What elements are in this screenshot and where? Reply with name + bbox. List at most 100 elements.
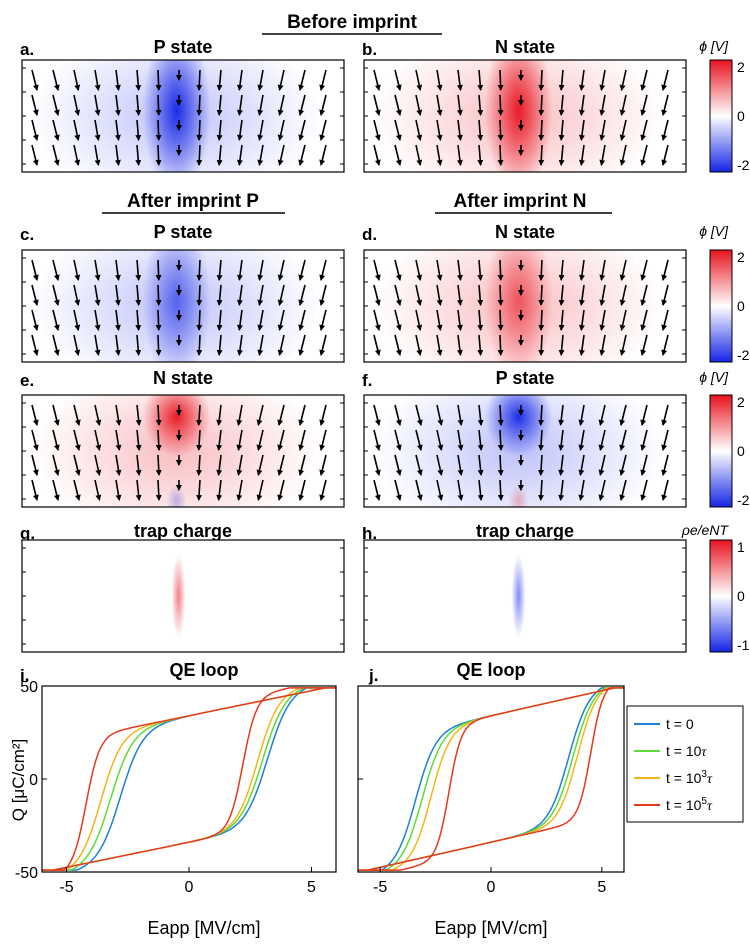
- polarization-arrow: [477, 429, 484, 451]
- polarization-arrow: [216, 119, 223, 141]
- polarization-arrow: [640, 144, 648, 166]
- polarization-arrow: [578, 94, 585, 116]
- polarization-arrow: [236, 334, 243, 356]
- polarization-arrow: [277, 284, 285, 306]
- polarization-arrow: [538, 284, 545, 306]
- qe-x-tick-label: 0: [185, 879, 194, 896]
- polarization-arrow: [135, 94, 142, 116]
- qe-y-tick-label: 50: [20, 679, 38, 696]
- polarization-arrow: [497, 94, 504, 116]
- polarization-arrow: [661, 429, 669, 451]
- polarization-arrow: [436, 69, 443, 91]
- section-before-imprint: Before imprint: [287, 12, 418, 33]
- polarization-arrow: [31, 404, 39, 426]
- polarization-arrow: [394, 429, 402, 451]
- polarization-arrow: [277, 69, 285, 91]
- polarization-arrow: [373, 429, 381, 451]
- qe-panel-letter-j: j.: [368, 666, 378, 685]
- polarization-arrow: [538, 429, 545, 451]
- polarization-arrow: [236, 94, 243, 116]
- legend-entry: t = 105τ: [634, 796, 713, 814]
- polarization-arrow: [114, 259, 121, 281]
- polarization-arrow: [436, 284, 443, 306]
- panel-b: b. N state: [362, 37, 687, 173]
- polarization-arrow: [394, 404, 402, 426]
- polarization-arrow: [216, 94, 223, 116]
- polarization-arrow: [319, 144, 327, 166]
- polarization-arrow: [661, 259, 669, 281]
- legend-label: t = 105τ: [666, 796, 713, 814]
- polarization-arrow: [598, 404, 606, 426]
- polarization-arrow: [73, 119, 81, 141]
- colorbar-tick-label: 0: [737, 108, 745, 124]
- polarization-arrow: [497, 454, 504, 476]
- polarization-arrow: [394, 284, 402, 306]
- polarization-arrow: [257, 94, 264, 116]
- polarization-arrow: [277, 309, 285, 331]
- polarization-arrow: [236, 284, 243, 306]
- polarization-arrow: [73, 334, 81, 356]
- polarization-arrow: [319, 429, 327, 451]
- legend-label-base: t = 10: [666, 743, 702, 759]
- panel-body: [364, 60, 686, 172]
- polarization-arrow: [394, 94, 402, 116]
- polarization-arrow: [619, 94, 627, 116]
- polarization-arrow: [457, 404, 464, 426]
- qe-x-tick-label: 0: [487, 879, 496, 896]
- polarization-arrow: [661, 119, 669, 141]
- polarization-arrow: [599, 334, 606, 356]
- panel-body: [364, 395, 686, 507]
- panel-title-c: P state: [154, 222, 213, 242]
- polarization-arrow: [216, 144, 223, 166]
- qe-panel-title-j: QE loop: [457, 660, 526, 680]
- polarization-arrow: [661, 284, 669, 306]
- polarization-arrow: [497, 479, 504, 501]
- polarization-arrow: [135, 334, 142, 356]
- polarization-arrow: [415, 144, 423, 166]
- polarization-arrow: [619, 404, 627, 426]
- panel-title-f: P state: [496, 368, 555, 388]
- polarization-arrow: [257, 309, 264, 331]
- qe-panel-title-i: QE loop: [170, 660, 239, 680]
- polarization-arrow: [373, 69, 381, 91]
- polarization-arrow: [661, 404, 669, 426]
- polarization-arrow: [216, 259, 223, 281]
- polarization-arrow: [73, 144, 81, 166]
- polarization-arrow: [497, 69, 504, 91]
- polarization-arrow: [538, 309, 545, 331]
- panel-body: [22, 60, 344, 172]
- polarization-arrow: [73, 94, 81, 116]
- polarization-arrow: [135, 479, 142, 501]
- colorbar-row-3: ρe/eNT 1 0 -1: [681, 522, 750, 653]
- polarization-arrow: [456, 309, 463, 331]
- polarization-arrow: [52, 144, 60, 166]
- polarization-arrow: [277, 404, 285, 426]
- colorbar: [709, 249, 733, 363]
- colorbar-tick-label: 1: [737, 539, 745, 555]
- polarization-arrow: [236, 429, 243, 451]
- panel-a: a. P state: [20, 37, 345, 173]
- polarization-arrow: [216, 479, 223, 501]
- qe-x-tick-label: -5: [59, 879, 73, 896]
- polarization-arrow: [73, 479, 81, 501]
- polarization-arrow: [236, 144, 243, 166]
- polarization-arrow: [497, 144, 504, 166]
- polarization-arrow: [558, 94, 565, 116]
- polarization-arrow: [558, 119, 565, 141]
- polarization-arrow: [298, 454, 306, 476]
- polarization-arrow: [319, 284, 327, 306]
- polarization-arrow: [155, 119, 162, 141]
- polarization-arrow: [415, 309, 423, 331]
- polarization-arrow: [94, 334, 101, 356]
- polarization-arrow: [497, 429, 504, 451]
- polarization-arrow: [319, 94, 327, 116]
- qe-plot-area: [358, 686, 624, 872]
- polarization-arrow: [277, 429, 285, 451]
- polarization-arrow: [257, 284, 264, 306]
- colorbar-tick-label: 0: [737, 298, 745, 314]
- polarization-arrow: [436, 429, 444, 451]
- polarization-arrow: [373, 454, 381, 476]
- polarization-arrow: [578, 429, 585, 451]
- polarization-arrow: [477, 259, 484, 281]
- panel-body: [22, 250, 344, 362]
